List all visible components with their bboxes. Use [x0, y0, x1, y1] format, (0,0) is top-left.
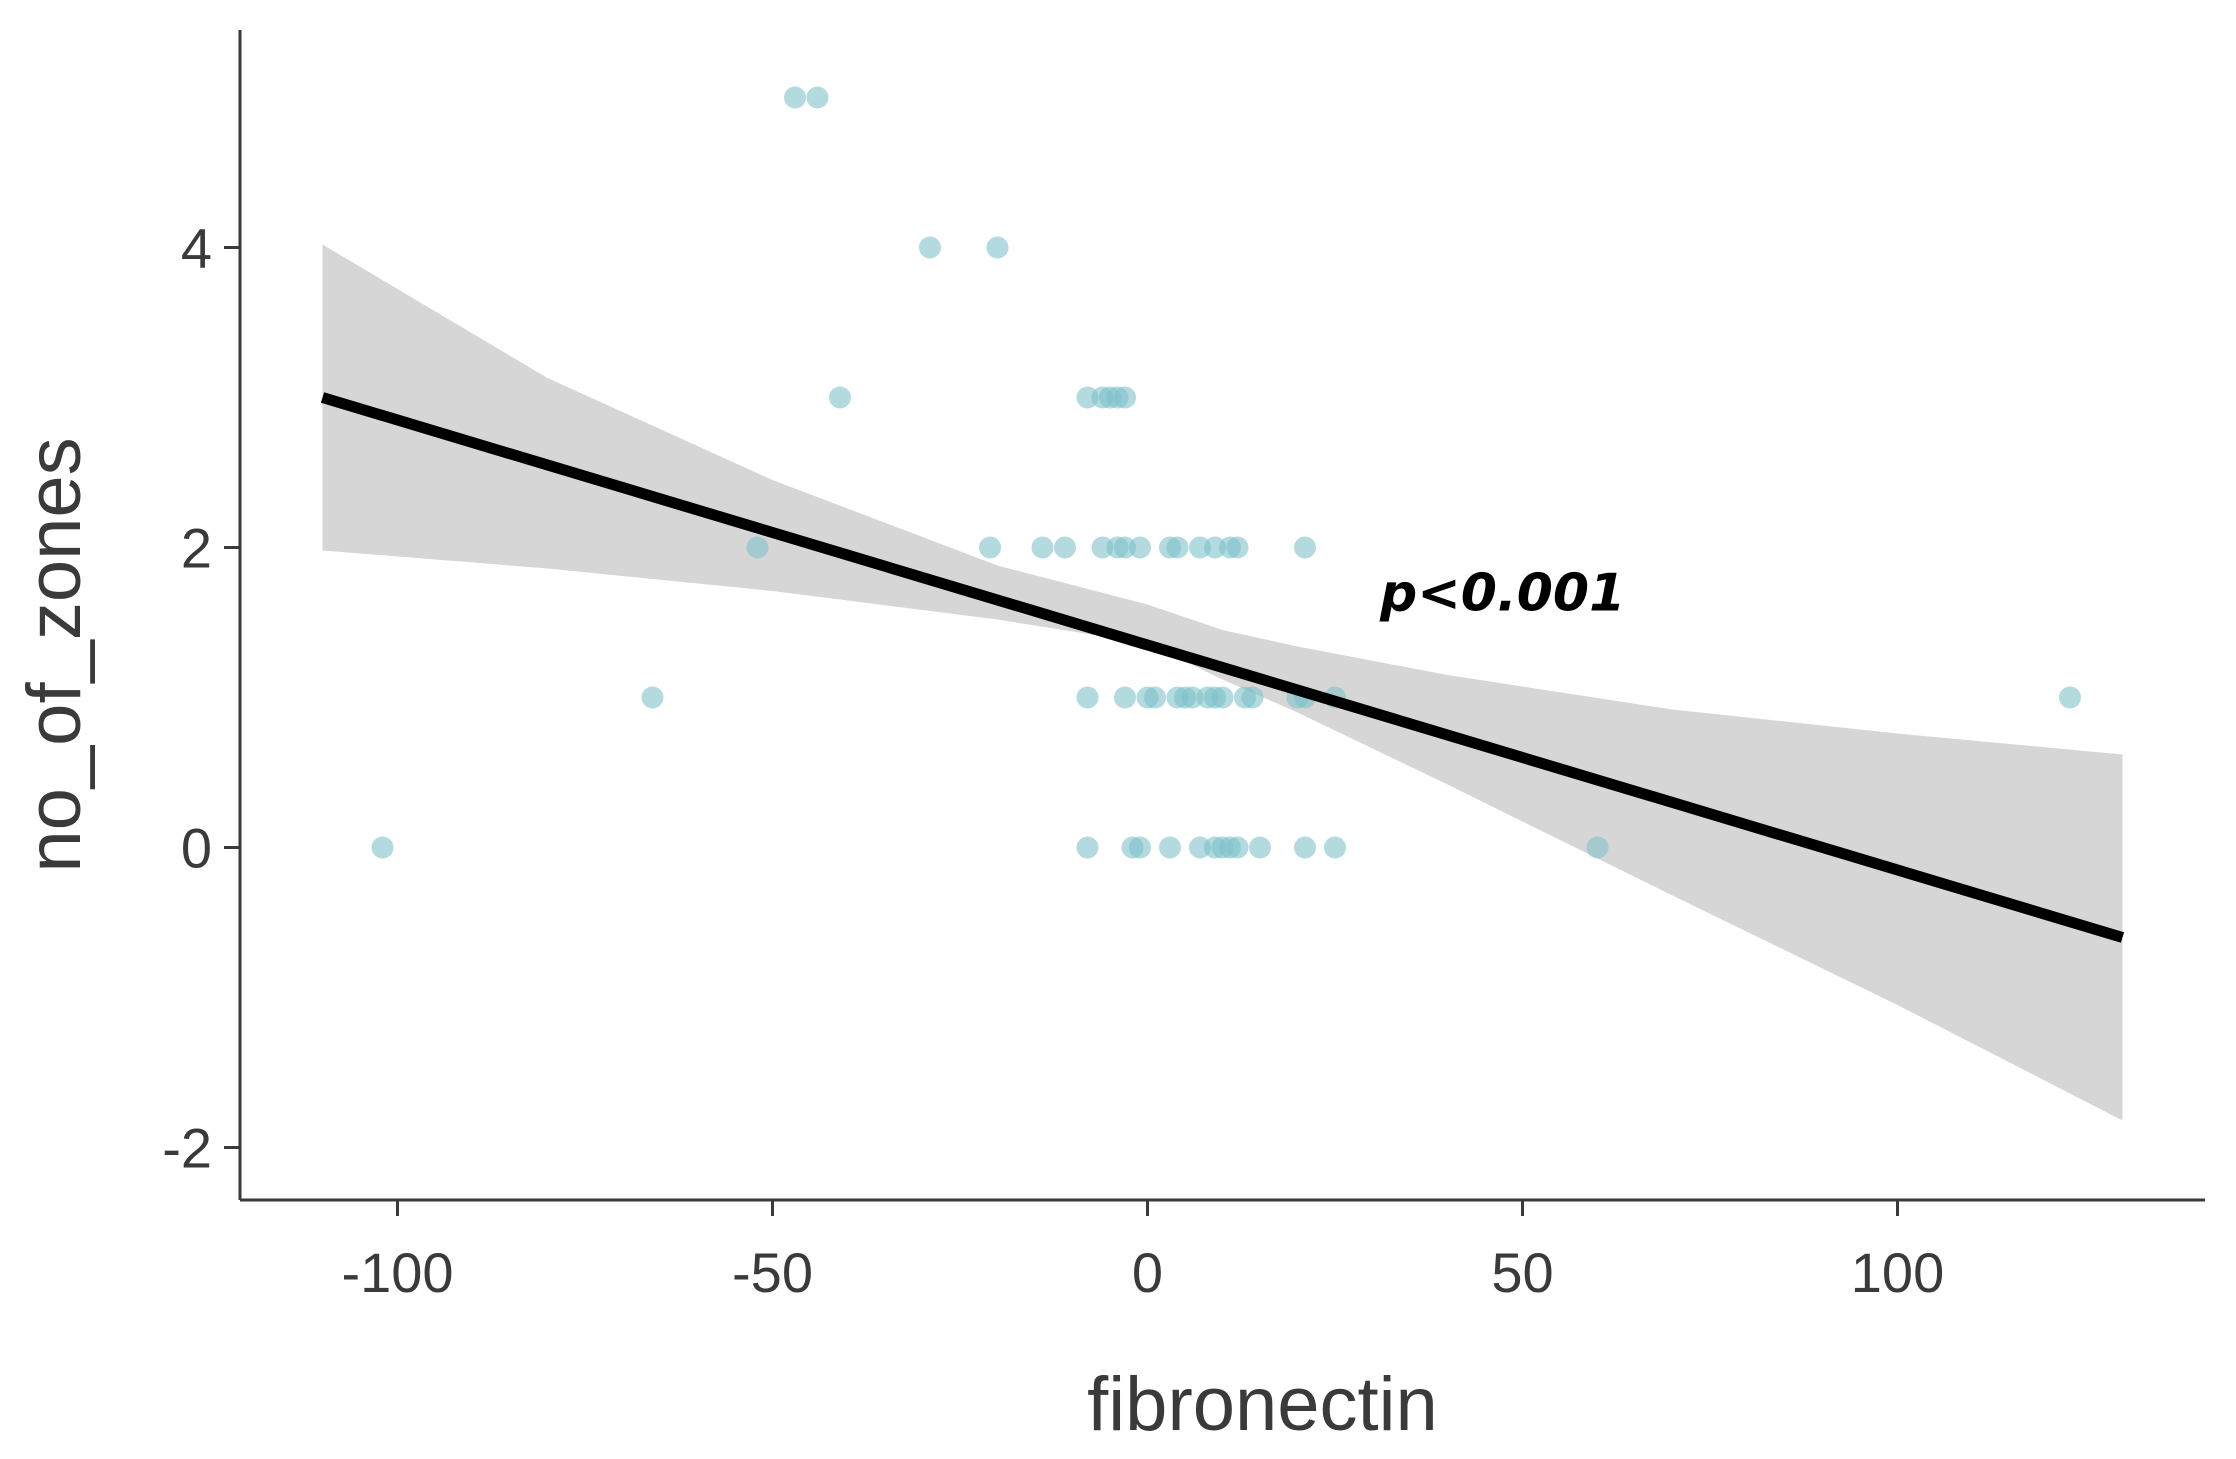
x-axis-title: fibronectin: [1087, 1362, 1438, 1447]
ticks-layer: -100 -50 0 50 100 -2 0 2 4: [162, 217, 1944, 1305]
data-point: [1324, 836, 1346, 859]
data-point: [784, 86, 806, 109]
data-point: [1249, 836, 1271, 859]
y-axis-title: no_of_zones: [12, 437, 97, 872]
x-tick-label: 0: [1132, 1241, 1163, 1304]
axes-layer: [238, 30, 2205, 1202]
data-point: [371, 836, 394, 859]
x-tick-label: -100: [341, 1241, 453, 1304]
x-tick-label: 50: [1491, 1241, 1553, 1304]
data-point: [1076, 836, 1099, 859]
data-point: [986, 236, 1009, 259]
data-point: [806, 86, 829, 109]
data-point: [1226, 836, 1249, 859]
data-point: [1294, 836, 1316, 859]
confidence-band: [322, 244, 2123, 1121]
data-point: [1129, 536, 1151, 559]
data-point: [1211, 686, 1234, 709]
regression-line-layer: [320, 392, 2125, 943]
data-point: [979, 536, 1001, 559]
x-tick-label: 100: [1851, 1241, 1944, 1304]
data-point: [1031, 536, 1054, 559]
data-point: [1226, 536, 1249, 559]
data-point: [1241, 686, 1264, 709]
data-point: [1159, 836, 1181, 859]
data-point: [1076, 686, 1099, 709]
data-point: [1144, 686, 1166, 709]
y-tick-label: -2: [162, 1117, 212, 1180]
data-point: [641, 686, 664, 709]
data-point: [919, 236, 941, 259]
data-point: [1166, 536, 1189, 559]
data-point: [829, 386, 851, 409]
p-value-annotation: p<0.001: [1379, 564, 1625, 624]
data-point: [1114, 386, 1136, 409]
data-point: [1294, 536, 1316, 559]
confidence-band-layer: [322, 244, 2123, 1121]
data-point: [1586, 836, 1609, 859]
data-point: [1054, 536, 1076, 559]
data-point: [1114, 686, 1136, 709]
regression-line: [320, 392, 2125, 943]
y-tick-label: 0: [181, 817, 212, 880]
data-point: [2059, 686, 2081, 709]
data-point: [746, 536, 769, 559]
data-point: [1129, 836, 1151, 859]
y-tick-label: 2: [181, 517, 212, 580]
data-points-layer: [371, 86, 2081, 859]
x-tick-label: -50: [732, 1241, 813, 1304]
y-tick-label: 4: [181, 217, 212, 280]
